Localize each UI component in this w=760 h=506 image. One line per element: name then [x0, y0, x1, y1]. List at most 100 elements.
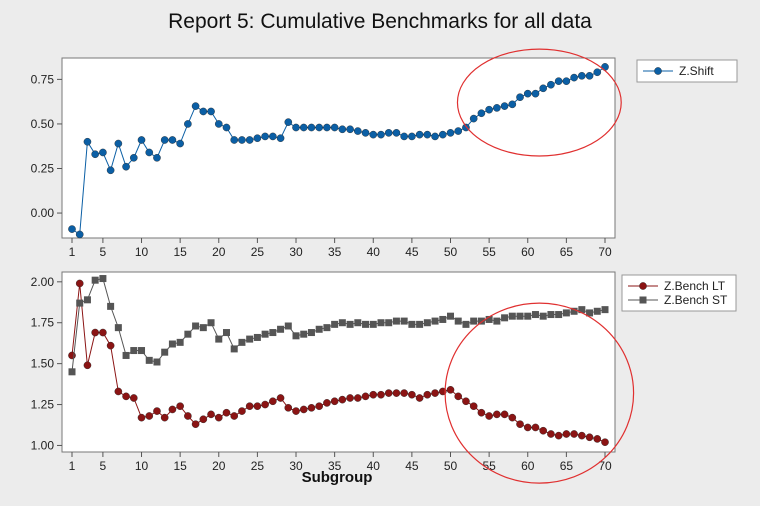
y-tick-label: 1.50 [31, 357, 55, 371]
data-point [246, 136, 253, 143]
data-point [208, 319, 215, 326]
data-point [223, 409, 230, 416]
data-point [385, 389, 392, 396]
data-point [76, 300, 83, 307]
data-point [331, 398, 338, 405]
data-point [115, 140, 122, 147]
data-point [192, 323, 199, 330]
data-point [231, 136, 238, 143]
data-point [594, 435, 601, 442]
chart-figure: Report 5: Cumulative Benchmarks for all … [0, 0, 760, 506]
data-point [215, 414, 222, 421]
data-point [501, 103, 508, 110]
data-point [238, 339, 245, 346]
x-tick-label: 1 [69, 245, 76, 259]
data-point [169, 341, 176, 348]
data-point [323, 124, 330, 131]
data-point [161, 136, 168, 143]
data-point [416, 131, 423, 138]
data-point [547, 311, 554, 318]
x-tick-label: 50 [444, 459, 458, 473]
data-point [408, 321, 415, 328]
data-point [308, 329, 315, 336]
data-point [439, 316, 446, 323]
data-point [316, 124, 323, 131]
data-point [238, 407, 245, 414]
data-point [308, 124, 315, 131]
data-point [578, 432, 585, 439]
data-point [408, 133, 415, 140]
data-point [470, 403, 477, 410]
data-point [84, 362, 91, 369]
legend-marker [654, 67, 661, 74]
data-point [331, 124, 338, 131]
data-point [524, 424, 531, 431]
data-point [509, 101, 516, 108]
data-point [555, 311, 562, 318]
data-point [138, 347, 145, 354]
data-point [84, 138, 91, 145]
data-point [478, 110, 485, 117]
x-tick-label: 5 [100, 459, 107, 473]
legend-label: Z.Bench ST [664, 293, 728, 307]
data-point [192, 421, 199, 428]
y-tick-label: 0.00 [31, 206, 55, 220]
data-point [192, 103, 199, 110]
data-point [524, 313, 531, 320]
data-point [115, 324, 122, 331]
data-point [169, 406, 176, 413]
data-point [493, 104, 500, 111]
chart-panel-bottom: 1 5 10 15 20 25 30 35 40 45 50 55 60 65 701.001.251.50… [31, 272, 736, 483]
data-point [547, 430, 554, 437]
data-point [285, 119, 292, 126]
data-point [602, 306, 609, 313]
data-point [501, 411, 508, 418]
data-point [555, 78, 562, 85]
data-point [269, 133, 276, 140]
legend: Z.Bench LTZ.Bench ST [622, 275, 736, 311]
data-point [578, 72, 585, 79]
data-point [447, 313, 454, 320]
x-tick-label: 10 [135, 245, 149, 259]
data-point [370, 321, 377, 328]
plot-area [62, 272, 615, 452]
data-point [254, 135, 261, 142]
data-point [292, 124, 299, 131]
x-tick-label: 25 [251, 459, 265, 473]
data-point [76, 231, 83, 238]
data-point [377, 391, 384, 398]
data-point [439, 131, 446, 138]
data-point [207, 108, 214, 115]
y-tick-label: 1.00 [31, 438, 55, 452]
data-point [555, 432, 562, 439]
data-point [493, 318, 500, 325]
data-point [269, 398, 276, 405]
data-point [331, 321, 338, 328]
data-point [532, 311, 539, 318]
data-point [455, 127, 462, 134]
data-point [277, 135, 284, 142]
data-point [269, 329, 276, 336]
data-point [300, 124, 307, 131]
x-tick-label: 45 [405, 459, 419, 473]
data-point [153, 407, 160, 414]
data-point [300, 331, 307, 338]
data-point [316, 403, 323, 410]
data-point [462, 321, 469, 328]
data-point [323, 324, 330, 331]
data-point [316, 326, 323, 333]
data-point [207, 411, 214, 418]
data-point [586, 434, 593, 441]
data-point [184, 120, 191, 127]
data-point [107, 167, 114, 174]
data-point [377, 131, 384, 138]
x-tick-label: 55 [482, 245, 496, 259]
data-point [68, 225, 75, 232]
data-point [153, 154, 160, 161]
x-tick-label: 1 [69, 459, 76, 473]
data-point [486, 106, 493, 113]
data-point [601, 439, 608, 446]
x-tick-label: 65 [560, 459, 574, 473]
data-point [339, 396, 346, 403]
data-point [246, 336, 253, 343]
